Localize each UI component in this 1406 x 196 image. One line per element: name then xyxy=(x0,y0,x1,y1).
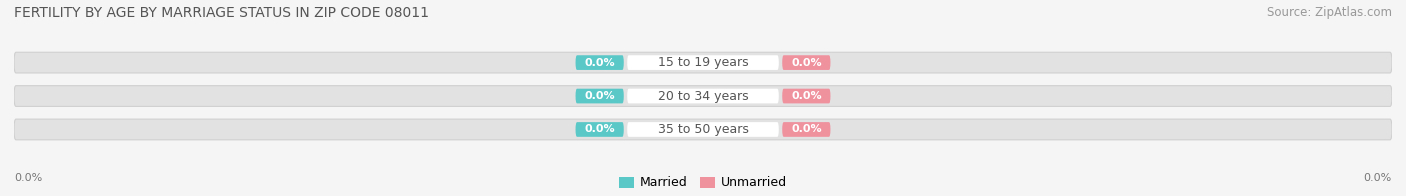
Text: 0.0%: 0.0% xyxy=(792,58,821,68)
FancyBboxPatch shape xyxy=(782,122,831,137)
FancyBboxPatch shape xyxy=(14,119,1392,140)
Text: 0.0%: 0.0% xyxy=(792,91,821,101)
Text: 0.0%: 0.0% xyxy=(585,91,614,101)
Text: FERTILITY BY AGE BY MARRIAGE STATUS IN ZIP CODE 08011: FERTILITY BY AGE BY MARRIAGE STATUS IN Z… xyxy=(14,6,429,20)
Text: 0.0%: 0.0% xyxy=(1364,173,1392,183)
FancyBboxPatch shape xyxy=(782,55,831,70)
Legend: Married, Unmarried: Married, Unmarried xyxy=(613,171,793,194)
Text: 0.0%: 0.0% xyxy=(792,124,821,134)
Text: Source: ZipAtlas.com: Source: ZipAtlas.com xyxy=(1267,6,1392,19)
Text: 35 to 50 years: 35 to 50 years xyxy=(658,123,748,136)
FancyBboxPatch shape xyxy=(627,55,779,70)
Text: 0.0%: 0.0% xyxy=(585,58,614,68)
Text: 15 to 19 years: 15 to 19 years xyxy=(658,56,748,69)
FancyBboxPatch shape xyxy=(14,86,1392,106)
FancyBboxPatch shape xyxy=(575,89,624,103)
Text: 0.0%: 0.0% xyxy=(585,124,614,134)
FancyBboxPatch shape xyxy=(14,52,1392,73)
FancyBboxPatch shape xyxy=(575,55,624,70)
FancyBboxPatch shape xyxy=(627,122,779,137)
FancyBboxPatch shape xyxy=(782,89,831,103)
FancyBboxPatch shape xyxy=(627,89,779,103)
FancyBboxPatch shape xyxy=(575,122,624,137)
Text: 20 to 34 years: 20 to 34 years xyxy=(658,90,748,103)
Text: 0.0%: 0.0% xyxy=(14,173,42,183)
